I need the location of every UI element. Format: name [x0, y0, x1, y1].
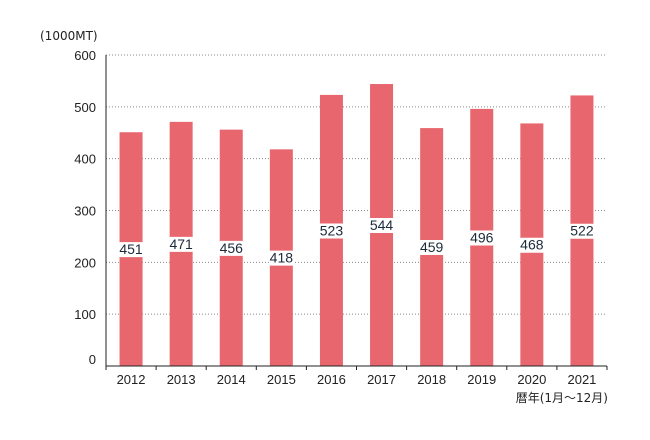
- x-tick-label: 2015: [267, 372, 296, 387]
- x-tick-label: 2012: [117, 372, 146, 387]
- data-label-background: [569, 223, 594, 239]
- data-label-background: [319, 223, 344, 239]
- data-label: 522: [570, 223, 594, 239]
- data-label: 468: [520, 237, 544, 253]
- data-label-background: [519, 237, 544, 253]
- y-tick-label: 600: [74, 48, 96, 63]
- data-label-background: [119, 242, 144, 258]
- x-tick-label: 2019: [467, 372, 496, 387]
- x-tick-label: 2021: [567, 372, 596, 387]
- data-label-background: [419, 240, 444, 256]
- x-tick-label: 2020: [517, 372, 546, 387]
- data-label: 456: [220, 240, 244, 256]
- data-label: 451: [119, 241, 143, 257]
- x-axis-title: 暦年(1月～12月): [516, 391, 608, 405]
- y-tick-label: 200: [74, 255, 96, 270]
- x-tick-label: 2013: [167, 372, 196, 387]
- data-label-background: [169, 236, 194, 252]
- data-label: 471: [169, 236, 193, 252]
- x-tick-label: 2016: [317, 372, 346, 387]
- x-tick-label: 2018: [417, 372, 446, 387]
- data-label: 544: [370, 217, 394, 233]
- x-tick-label: 2017: [367, 372, 396, 387]
- data-label: 523: [320, 222, 344, 238]
- y-axis-title: (1000MT): [40, 29, 98, 43]
- y-tick-label: 100: [74, 307, 96, 322]
- y-tick-label: 300: [74, 204, 96, 219]
- data-label: 496: [470, 229, 494, 245]
- x-tick-label: 2014: [217, 372, 246, 387]
- data-label-background: [219, 240, 244, 256]
- data-label-background: [269, 250, 294, 266]
- data-label: 418: [270, 250, 294, 266]
- data-label-background: [369, 218, 394, 234]
- y-tick-label: 0: [89, 352, 96, 367]
- data-label-background: [469, 230, 494, 246]
- y-tick-label: 500: [74, 100, 96, 115]
- y-tick-label: 400: [74, 152, 96, 167]
- data-label: 459: [420, 239, 444, 255]
